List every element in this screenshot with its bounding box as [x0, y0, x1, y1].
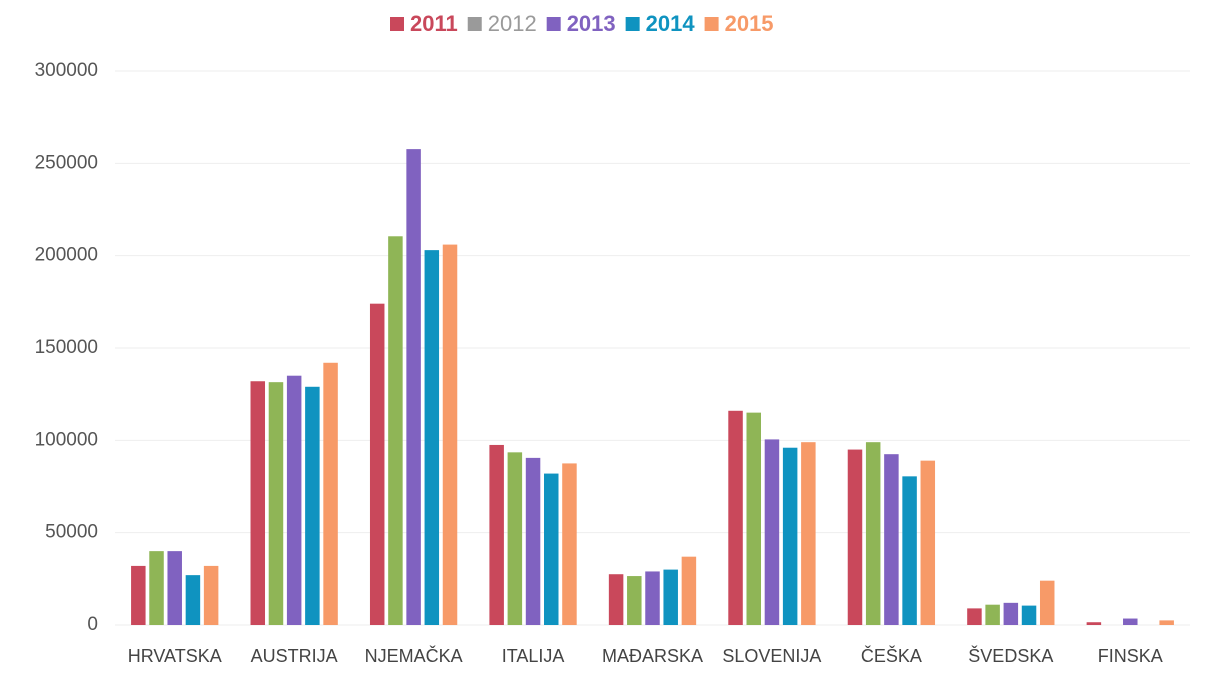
bar	[746, 412, 761, 625]
bar	[1159, 620, 1174, 625]
bar	[369, 303, 385, 625]
y-tick-label: 200000	[35, 245, 98, 266]
legend-label: 2014	[646, 11, 696, 36]
legend-label: 2015	[725, 11, 774, 36]
bar	[525, 457, 541, 625]
bar	[424, 250, 440, 626]
bar	[865, 442, 881, 625]
x-tick-label: ITALIJA	[502, 646, 565, 666]
bar	[1123, 618, 1138, 625]
bar	[663, 569, 678, 625]
bar	[562, 463, 577, 625]
x-tick-label: NJEMAČKA	[365, 645, 463, 666]
legend-swatch	[704, 17, 719, 31]
legend-label: 2013	[567, 11, 616, 36]
bar	[728, 410, 743, 625]
bar	[801, 442, 816, 625]
bar	[884, 454, 899, 625]
bar	[847, 449, 863, 625]
x-tick-label: MAĐARSKA	[602, 646, 703, 666]
bar	[967, 608, 982, 625]
x-tick-label: FINSKA	[1098, 646, 1163, 666]
x-tick-label: ČEŠKA	[861, 645, 922, 666]
bar	[544, 473, 559, 625]
x-tick-label: SLOVENIJA	[722, 646, 821, 666]
bar	[323, 362, 338, 625]
bar	[507, 452, 523, 625]
x-tick-label: HRVATSKA	[128, 646, 222, 666]
bar	[985, 604, 1000, 625]
legend-swatch	[467, 17, 482, 31]
bar	[1003, 602, 1019, 625]
bar	[406, 149, 421, 625]
bar	[764, 439, 780, 625]
legend-label: 2012	[488, 11, 537, 36]
bar	[1086, 622, 1102, 625]
legend-label: 2011	[410, 11, 458, 36]
bar	[203, 565, 219, 625]
y-tick-label: 50000	[45, 522, 98, 543]
legend-swatch	[390, 17, 404, 31]
bar	[681, 556, 697, 625]
bar	[388, 236, 403, 625]
legend-swatch	[546, 17, 561, 31]
bar	[627, 576, 642, 625]
y-tick-label: 100000	[35, 429, 98, 450]
legend-swatch	[625, 17, 640, 31]
bar	[1039, 580, 1055, 625]
bar	[920, 460, 936, 625]
bar	[645, 571, 660, 625]
y-tick-label: 0	[87, 614, 98, 635]
bar	[902, 476, 917, 625]
bar	[305, 386, 320, 625]
legend: 2011 2012 2013 2014 2015	[390, 11, 774, 36]
bar	[185, 575, 201, 625]
bar	[250, 381, 266, 625]
bar	[268, 382, 284, 625]
y-tick-label: 150000	[35, 337, 98, 358]
bar	[149, 551, 164, 625]
bar	[782, 447, 798, 625]
bar	[131, 565, 146, 625]
bar	[1021, 605, 1037, 625]
bar	[167, 551, 182, 625]
bar	[489, 444, 504, 625]
x-tick-label: AUSTRIJA	[251, 646, 338, 666]
bar	[442, 244, 458, 625]
y-tick-label: 250000	[35, 152, 98, 173]
bar	[608, 574, 624, 625]
bar	[286, 375, 302, 625]
y-tick-label: 300000	[35, 60, 98, 81]
x-tick-label: ŠVEDSKA	[968, 645, 1053, 666]
